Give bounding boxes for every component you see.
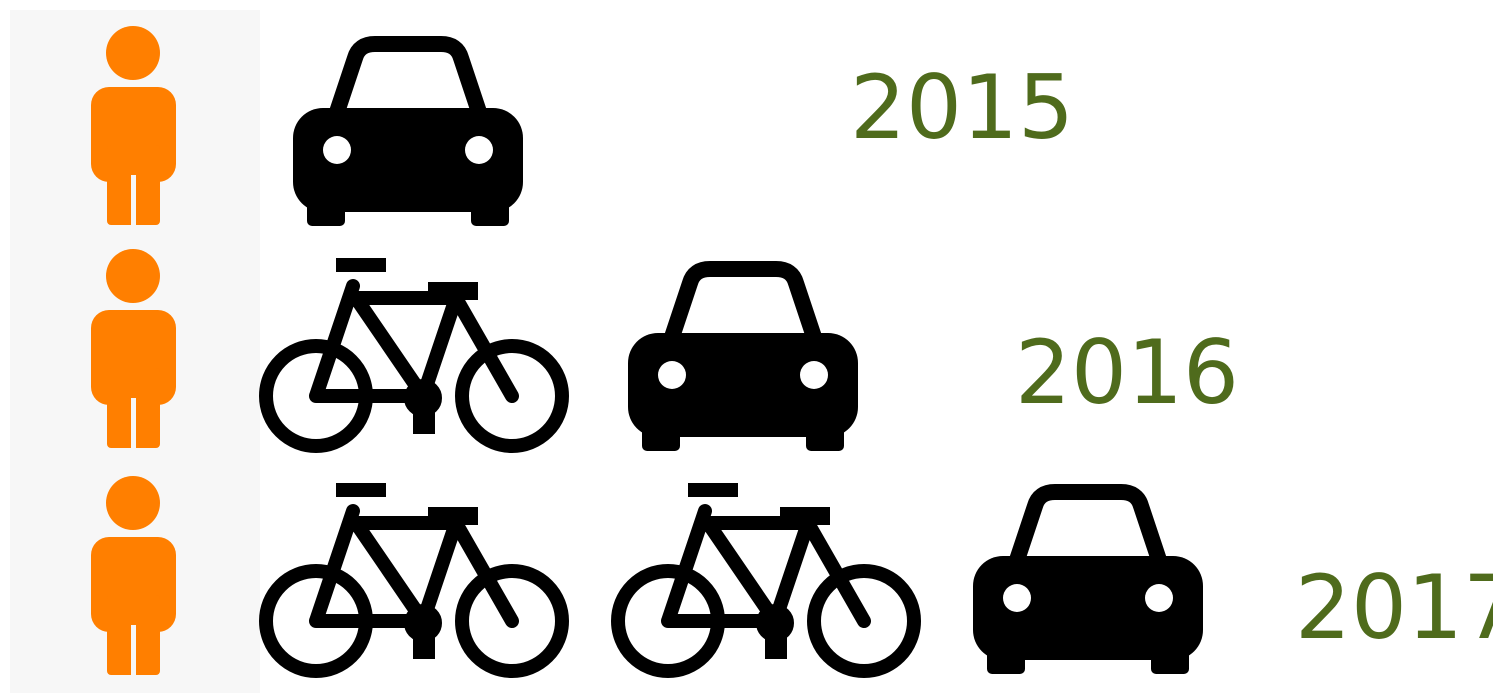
bike-icon	[266, 483, 562, 671]
year-label: 2016	[1015, 321, 1239, 424]
year-label: 2015	[850, 56, 1074, 159]
bike-icon	[618, 483, 914, 671]
car-icon	[293, 44, 523, 226]
bike-icon	[266, 258, 562, 446]
car-icon	[973, 492, 1203, 674]
car-icon	[628, 269, 858, 451]
year-label: 2017	[1295, 556, 1493, 659]
